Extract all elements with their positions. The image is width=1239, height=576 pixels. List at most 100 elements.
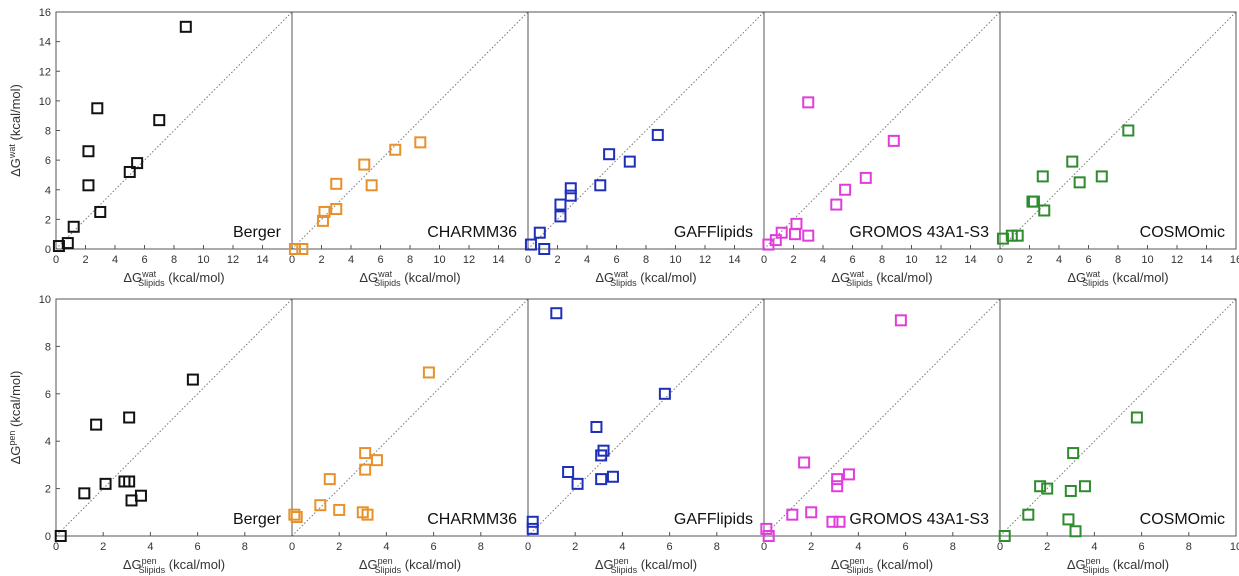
data-point <box>288 508 301 521</box>
x-tick-label: 2 <box>82 254 88 266</box>
panel-pen-gromos-43a1-s3: 0 2 4 6 8 ΔGpen Slipids (kcal/mol) GROMOS 43A1-… <box>760 298 1001 575</box>
row1-y-tick-label: 0 <box>45 531 51 543</box>
x-axis-label: ΔGwat Slipids (kcal/mol) <box>595 269 696 288</box>
row0-y-tick-label: 4 <box>45 185 51 197</box>
panel-name: Berger <box>233 511 282 528</box>
data-point <box>186 373 199 386</box>
x-tick-label: 8 <box>714 541 720 553</box>
identity-line <box>763 11 1001 250</box>
x-tick-label: 12 <box>935 254 947 266</box>
data-point <box>1122 124 1135 137</box>
x-tick-label: 4 <box>1056 254 1062 266</box>
data-point <box>1038 204 1051 217</box>
data-point <box>370 454 383 467</box>
identity-line <box>291 298 529 537</box>
identity-line <box>291 11 529 250</box>
row0-y-tick-label: 10 <box>39 96 51 108</box>
data-point <box>365 179 378 192</box>
row1-y-tick-label: 8 <box>45 341 51 353</box>
data-point <box>524 238 537 251</box>
panel-wat-charmm36: 0 2 4 6 8 10 12 14 ΔGwat Slipids (kcal/mol) CHARMM… <box>289 11 529 288</box>
data-point <box>1073 176 1086 189</box>
identity-line <box>763 298 1001 537</box>
x-tick-label: 0 <box>761 254 767 266</box>
identity-line <box>55 298 293 537</box>
data-point <box>1066 155 1079 168</box>
row0-y-tick-label: 14 <box>39 37 51 49</box>
row0-y-tick-label: 8 <box>45 126 51 138</box>
data-point <box>389 143 402 156</box>
panel-frame <box>999 298 1237 537</box>
x-tick-label: 0 <box>289 254 295 266</box>
x-tick-label: 14 <box>964 254 976 266</box>
data-point <box>590 420 603 433</box>
data-point <box>1036 170 1049 183</box>
data-point <box>94 205 107 218</box>
panel-name: CHARMM36 <box>427 511 517 528</box>
data-point <box>623 155 636 168</box>
data-point <box>658 387 671 400</box>
x-tick-label: 6 <box>195 541 201 553</box>
data-point <box>78 487 91 500</box>
x-tick-label: 6 <box>377 254 383 266</box>
identity-line <box>527 298 765 537</box>
data-point <box>775 226 788 239</box>
x-tick-label: 10 <box>1230 541 1239 553</box>
data-point <box>296 243 309 255</box>
x-tick-label: 0 <box>997 254 1003 266</box>
panel-name: COSMOmic <box>1140 224 1225 241</box>
data-point <box>359 447 372 460</box>
row1-y-tick-label: 10 <box>39 294 51 306</box>
x-axis-label: ΔGpen Slipids (kcal/mol) <box>595 556 697 575</box>
panel-name: CHARMM36 <box>427 224 517 241</box>
data-point <box>67 220 80 233</box>
x-tick-label: 10 <box>1141 254 1153 266</box>
x-axis-label: ΔGwat Slipids (kcal/mol) <box>123 269 224 288</box>
data-point <box>826 515 839 528</box>
x-axis-label: ΔGpen Slipids (kcal/mol) <box>359 556 461 575</box>
data-point <box>538 243 551 255</box>
data-point <box>330 203 343 216</box>
x-tick-label: 12 <box>699 254 711 266</box>
x-tick-label: 6 <box>613 254 619 266</box>
x-tick-label: 0 <box>289 541 295 553</box>
x-tick-label: 12 <box>1171 254 1183 266</box>
data-point <box>131 157 144 170</box>
row1-y-axis-label: ΔGpen (kcal/mol) <box>7 371 23 465</box>
data-point <box>179 20 192 33</box>
data-point <box>1034 480 1047 493</box>
x-axis-label: ΔGpen Slipids (kcal/mol) <box>1067 556 1169 575</box>
x-tick-label: 8 <box>950 541 956 553</box>
row0-y-tick-label: 16 <box>39 7 51 19</box>
x-tick-label: 0 <box>761 541 767 553</box>
data-point <box>562 466 575 479</box>
data-point <box>554 210 567 223</box>
x-tick-label: 4 <box>147 541 153 553</box>
x-tick-label: 6 <box>903 541 909 553</box>
data-point <box>1022 508 1035 521</box>
data-point <box>314 499 327 512</box>
panel-name: COSMOmic <box>1140 511 1225 528</box>
x-tick-label: 8 <box>1186 541 1192 553</box>
data-point <box>358 158 371 171</box>
data-point <box>533 226 546 239</box>
data-point <box>52 240 65 253</box>
panel-name: GROMOS 43A1-S3 <box>849 511 989 528</box>
data-point <box>123 475 136 488</box>
data-point <box>833 515 846 528</box>
data-point <box>839 183 852 196</box>
x-tick-label: 14 <box>1200 254 1212 266</box>
panel-wat-gromos-43a1-s3: 0 2 4 6 8 10 12 14 ΔGwat Slipids (kcal/mol) GROMOS… <box>761 11 1001 288</box>
x-axis-label: ΔGpen Slipids (kcal/mol) <box>123 556 225 575</box>
data-point <box>123 165 136 178</box>
x-tick-label: 8 <box>879 254 885 266</box>
x-tick-label: 6 <box>141 254 147 266</box>
panel-pen-berger: 0 2 4 6 8 ΔGpen Slipids (kcal/mol) Berger <box>53 298 293 575</box>
data-point <box>61 237 74 250</box>
panel-name: GROMOS 43A1-S3 <box>849 224 989 241</box>
data-point <box>99 477 112 490</box>
x-tick-label: 6 <box>667 541 673 553</box>
panel-name: GAFFlipids <box>674 224 753 241</box>
